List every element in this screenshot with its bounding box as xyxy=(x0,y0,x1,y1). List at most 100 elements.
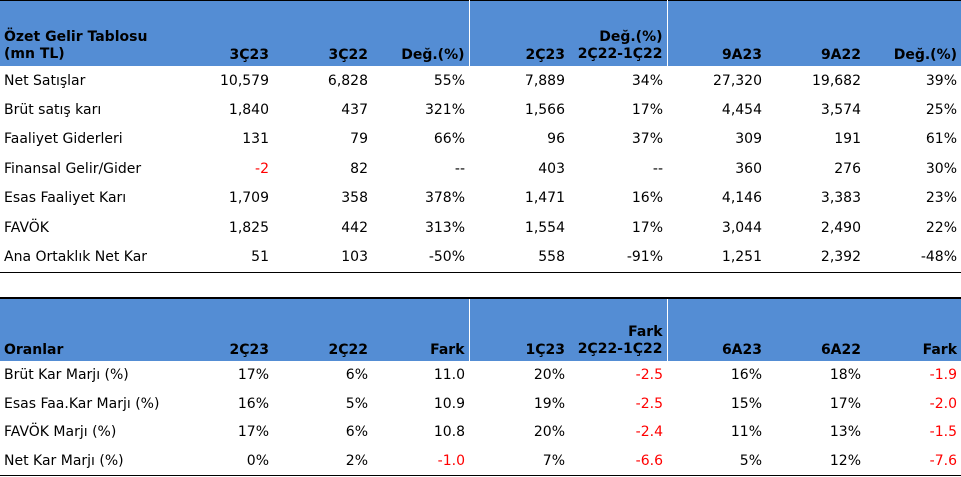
cell: 96 xyxy=(547,131,565,148)
ratios-table-title: Oranlar xyxy=(0,298,174,361)
income-table-header: Özet Gelir Tablosu (mn TL) 3Ç23 3Ç22 Değ… xyxy=(0,0,961,66)
cell: 5% xyxy=(739,453,762,470)
row-label: Ana Ortaklık Net Kar xyxy=(4,249,148,266)
cell: 5% xyxy=(345,395,368,412)
row-label: Net Kar Marjı (%) xyxy=(4,453,124,470)
cell-negative: -1.0 xyxy=(437,453,465,470)
cell: 19,682 xyxy=(812,72,861,89)
cell: 6% xyxy=(345,367,368,384)
cell: 1,840 xyxy=(228,102,269,119)
cell: 66% xyxy=(433,131,465,148)
header-change-qoq-line-2: 2Ç22-1Ç22 xyxy=(577,46,663,62)
cell: 7,889 xyxy=(524,72,565,89)
cell: 39% xyxy=(925,72,957,89)
cell: 10.8 xyxy=(433,424,465,441)
cell: 17% xyxy=(829,395,861,412)
cell: 18% xyxy=(829,367,861,384)
cell: -91% xyxy=(626,249,663,266)
row-label: Finansal Gelir/Gider xyxy=(4,160,142,177)
cell: 3,383 xyxy=(820,190,861,207)
cell: 321% xyxy=(424,102,465,119)
cell: 51 xyxy=(251,249,269,266)
cell: 3,044 xyxy=(721,219,762,236)
cell: 82 xyxy=(350,160,368,177)
cell: 37% xyxy=(631,131,663,148)
table-row: Net Kar Marjı (%) 0% 2% -1.0 7% -6.6 5% … xyxy=(0,447,961,476)
cell: -- xyxy=(454,160,465,177)
header-diff-6m: Fark xyxy=(865,298,961,361)
cell-negative: -1.5 xyxy=(929,424,957,441)
cell: 13% xyxy=(829,424,861,441)
cell: 2,490 xyxy=(820,219,861,236)
row-label: Esas Faa.Kar Marjı (%) xyxy=(4,395,160,412)
cell: 17% xyxy=(631,219,663,236)
cell-negative: -1.9 xyxy=(929,367,957,384)
row-label: FAVÖK Marjı (%) xyxy=(4,424,117,441)
cell: 19% xyxy=(533,395,565,412)
cell: 16% xyxy=(237,395,269,412)
cell: 0% xyxy=(246,453,269,470)
cell: 6,828 xyxy=(327,72,368,89)
cell: 313% xyxy=(424,219,465,236)
cell: 442 xyxy=(341,219,368,236)
cell: 309 xyxy=(735,131,762,148)
cell: 4,454 xyxy=(721,102,762,119)
cell: 358 xyxy=(341,190,368,207)
cell: 1,709 xyxy=(228,190,269,207)
cell: 10,579 xyxy=(220,72,269,89)
cell-negative: -2.0 xyxy=(929,395,957,412)
cell: 131 xyxy=(242,131,269,148)
cell: 360 xyxy=(735,160,762,177)
cell: 3,574 xyxy=(820,102,861,119)
header-change-qoq-line-1: Değ.(%) xyxy=(599,29,663,45)
cell: -- xyxy=(652,160,663,177)
cell: 1,251 xyxy=(721,249,762,266)
row-label: Faaliyet Giderleri xyxy=(4,131,123,148)
cell: 61% xyxy=(925,131,957,148)
cell: -48% xyxy=(920,249,957,266)
cell: 2% xyxy=(345,453,368,470)
table-row: Net Satışlar 10,579 6,828 55% 7,889 34% … xyxy=(0,66,961,95)
header-diff-qoq: Fark 2Ç22-1Ç22 xyxy=(569,298,667,361)
header-change-9m: Değ.(%) xyxy=(865,0,961,66)
income-summary-table: Özet Gelir Tablosu (mn TL) 3Ç23 3Ç22 Değ… xyxy=(0,0,961,273)
cell: 2,392 xyxy=(820,249,861,266)
cell-negative: -2.5 xyxy=(635,367,663,384)
header-3q23: 3Ç23 xyxy=(174,0,273,66)
ratios-table-header: Oranlar 2Ç23 2Ç22 Fark 1Ç23 Fark 2Ç22-1Ç… xyxy=(0,298,961,361)
cell: 10.9 xyxy=(433,395,465,412)
cell: 23% xyxy=(925,190,957,207)
header-diff-yoy: Fark xyxy=(372,298,469,361)
cell: 1,566 xyxy=(524,102,565,119)
cell: 16% xyxy=(631,190,663,207)
cell: 15% xyxy=(730,395,762,412)
title-line-1: Özet Gelir Tablosu xyxy=(4,29,148,45)
cell: 1,471 xyxy=(524,190,565,207)
cell: 11.0 xyxy=(433,367,465,384)
header-6m22: 6A22 xyxy=(766,298,865,361)
cell: 17% xyxy=(237,367,269,384)
cell: 191 xyxy=(834,131,861,148)
header-3q22: 3Ç22 xyxy=(273,0,372,66)
cell: 403 xyxy=(538,160,565,177)
table-row: FAVÖK Marjı (%) 17% 6% 10.8 20% -2.4 11%… xyxy=(0,418,961,447)
cell: 1,825 xyxy=(228,219,269,236)
cell: 30% xyxy=(925,160,957,177)
cell: 20% xyxy=(533,424,565,441)
cell: 378% xyxy=(424,190,465,207)
table-row: Brüt satış karı 1,840 437 321% 1,566 17%… xyxy=(0,95,961,124)
cell-negative: -2.4 xyxy=(635,424,663,441)
header-9m23: 9A23 xyxy=(666,0,766,66)
cell: 7% xyxy=(542,453,565,470)
header-change-yoy: Değ.(%) xyxy=(372,0,469,66)
ratios-table: Oranlar 2Ç23 2Ç22 Fark 1Ç23 Fark 2Ç22-1Ç… xyxy=(0,297,961,477)
cell: 17% xyxy=(631,102,663,119)
table-row: Esas Faaliyet Karı 1,709 358 378% 1,471 … xyxy=(0,184,961,213)
table-row: Esas Faa.Kar Marjı (%) 16% 5% 10.9 19% -… xyxy=(0,390,961,419)
cell: 1,554 xyxy=(524,219,565,236)
table-row: FAVÖK 1,825 442 313% 1,554 17% 3,044 2,4… xyxy=(0,213,961,242)
table-row: Finansal Gelir/Gider -2 82 -- 403 -- 360… xyxy=(0,154,961,183)
table-row: Brüt Kar Marjı (%) 17% 6% 11.0 20% -2.5 … xyxy=(0,361,961,390)
row-label: Esas Faaliyet Karı xyxy=(4,190,127,207)
cell: 34% xyxy=(631,72,663,89)
